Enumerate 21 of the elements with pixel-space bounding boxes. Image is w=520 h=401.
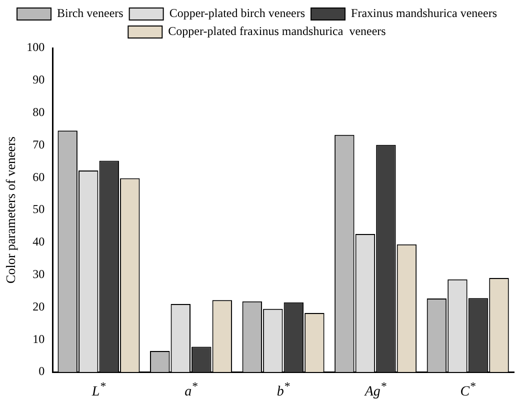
y-axis-title: Color parameters of veneers (3, 136, 18, 284)
y-tick-label: 40 (32, 234, 45, 249)
legend-label: Birch veneers (57, 6, 124, 20)
y-tick-label: 10 (32, 332, 45, 346)
y-tick-label: 90 (32, 72, 45, 87)
y-tick-label: 100 (26, 40, 45, 54)
x-tick-label: C$^{*}$ (460, 380, 476, 401)
legend-label: Copper-plated fraxinus mandshurica veneers (168, 24, 386, 38)
y-tick-label: 70 (32, 137, 45, 152)
legend-label: Copper-plated birch veneers (169, 6, 306, 20)
y-tick-label: 20 (32, 299, 45, 314)
y-tick-label: 0 (38, 364, 45, 378)
y-tick-label: 80 (32, 104, 45, 119)
x-tick-label: L$^{*}$ (92, 380, 106, 401)
x-tick-label: a$^{*}$ (184, 380, 198, 401)
legend-label: Fraxinus mandshurica veneers (351, 6, 498, 20)
y-tick-label: 30 (32, 266, 45, 281)
y-tick-label: 60 (32, 170, 45, 184)
y-tick-label: 50 (32, 202, 45, 216)
x-tick-label: Ag$^{*}$ (364, 380, 386, 401)
x-tick-label: b$^{*}$ (276, 380, 290, 401)
